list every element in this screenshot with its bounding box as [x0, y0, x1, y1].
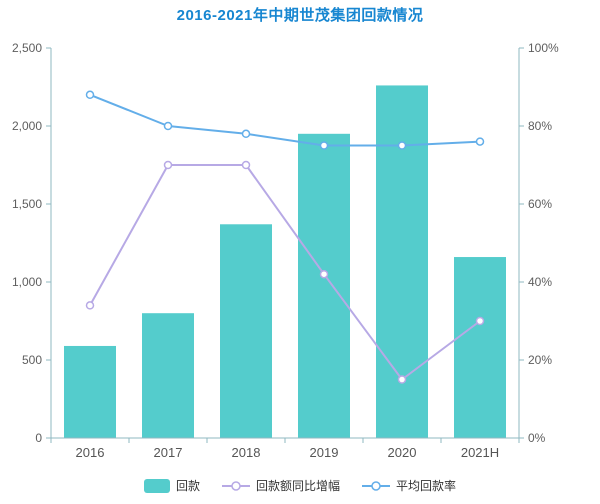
- legend-label-collections: 回款: [175, 479, 200, 493]
- line-series-swatch-icon: [221, 479, 250, 493]
- marker-平均回款率: [241, 129, 251, 139]
- right-axis-tick-label: 40%: [528, 275, 552, 289]
- x-axis-category-label: 2020: [388, 445, 417, 460]
- legend-item-avg-collection-rate[interactable]: 平均回款率: [362, 477, 456, 494]
- right-axis-tick-label: 100%: [528, 41, 559, 55]
- marker-平均回款率: [397, 141, 407, 150]
- chart-plot-area: 0 500 1,000 1,500 2,000 2,500 0% 20% 40% 60% 80% 10…: [12, 41, 559, 460]
- legend-item-growth-rate[interactable]: 回款额同比增幅: [221, 477, 340, 494]
- chart-title: 2016-2021年中期世茂集团回款情况: [176, 7, 424, 24]
- left-axis-tick-label: 1,500: [12, 197, 42, 211]
- legend-label-avg-collection-rate: 平均回款率: [396, 479, 457, 493]
- marker-平均回款率: [475, 137, 485, 146]
- left-axis-tick-label: 0: [35, 431, 42, 445]
- marker-回款额同比增幅: [397, 375, 407, 384]
- marker-平均回款率: [85, 90, 95, 100]
- bar-2017: [142, 313, 194, 438]
- right-axis-tick-label: 0%: [528, 431, 546, 445]
- legend-item-collections[interactable]: 回款: [143, 477, 200, 494]
- left-axis-tick-label: 1,000: [12, 275, 42, 289]
- left-axis-tick-label: 2,000: [12, 119, 42, 133]
- x-axis-category-label: 2019: [310, 445, 339, 460]
- line-回款额同比增幅: [89, 164, 481, 381]
- legend-label-growth-rate: 回款额同比增幅: [255, 479, 340, 493]
- left-axis-tick-label: 500: [22, 353, 42, 367]
- bar-2020: [376, 85, 428, 438]
- right-axis-tick-label: 80%: [528, 119, 552, 133]
- bar-2016: [64, 345, 116, 438]
- x-axis-category-label: 2017: [154, 445, 183, 460]
- marker-回款额同比增幅: [85, 301, 95, 310]
- chart-legend: 回款 回款额同比增幅 平均回款率: [0, 477, 600, 494]
- marker-平均回款率: [163, 121, 173, 131]
- marker-回款额同比增幅: [163, 160, 173, 170]
- bar-2021H: [454, 257, 506, 438]
- line-平均回款率: [89, 93, 481, 147]
- marker-回款额同比增幅: [475, 316, 485, 326]
- bar-2018: [220, 224, 272, 438]
- bar-series-swatch-icon: [143, 478, 170, 493]
- x-axis-category-label: 2021H: [461, 445, 499, 460]
- right-axis-tick-label: 20%: [528, 353, 552, 367]
- marker-平均回款率: [319, 141, 329, 150]
- left-axis-tick-label: 2,500: [12, 41, 42, 55]
- x-axis-category-label: 2016: [76, 445, 105, 460]
- right-axis-tick-label: 60%: [528, 197, 552, 211]
- x-axis-category-label: 2018: [232, 445, 261, 460]
- line-series-swatch-icon: [362, 479, 390, 493]
- bar-2019: [298, 133, 350, 439]
- marker-回款额同比增幅: [241, 160, 251, 170]
- marker-回款额同比增幅: [319, 269, 329, 279]
